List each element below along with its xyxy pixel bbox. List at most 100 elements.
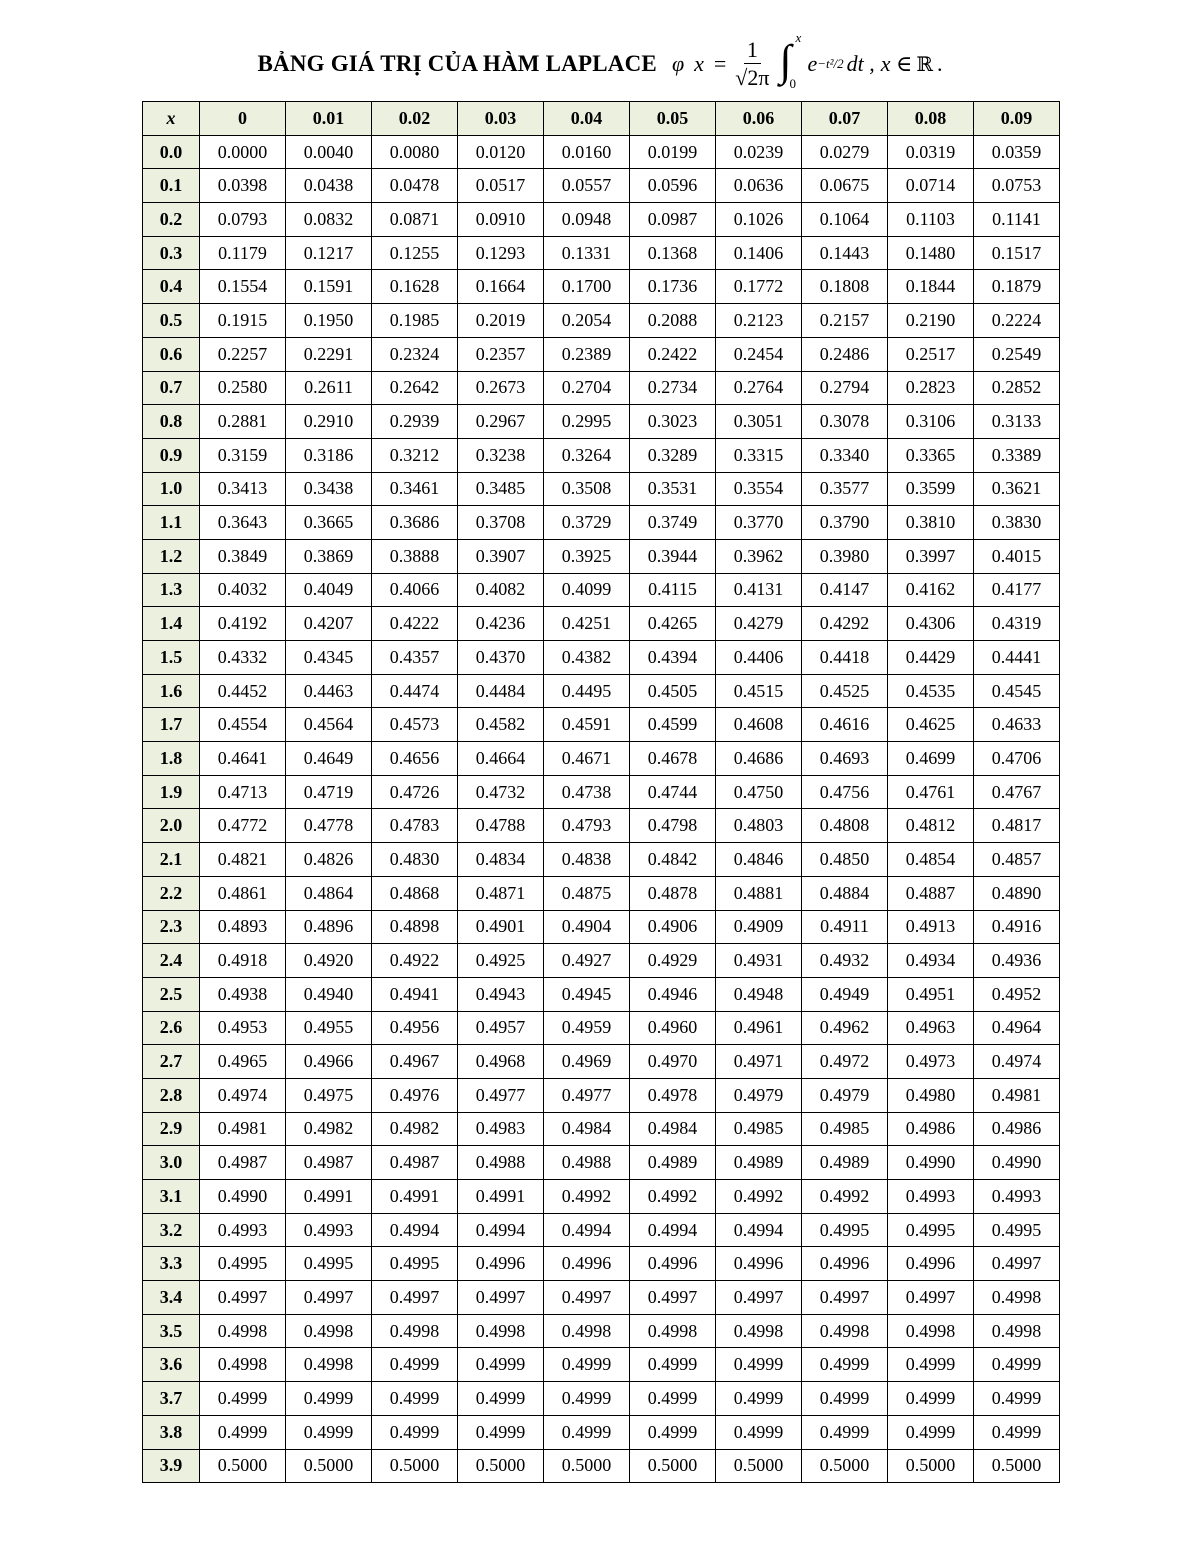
row-header: 1.7 — [142, 707, 200, 743]
table-cell: 0.0040 — [285, 134, 372, 170]
table-cell: 0.2486 — [801, 336, 888, 372]
table-cell: 0.4616 — [801, 707, 888, 743]
table-cell: 0.4573 — [371, 707, 458, 743]
row-header: 2.6 — [142, 1010, 200, 1046]
table-cell: 0.1368 — [629, 235, 716, 271]
reals-symbol: ℝ — [916, 52, 933, 76]
table-cell: 0.1064 — [801, 202, 888, 237]
table-cell: 0.4998 — [887, 1313, 974, 1349]
table-cell: 0.4357 — [371, 640, 458, 675]
table-cell: 0.4968 — [457, 1044, 544, 1079]
table-cell: 0.4625 — [887, 707, 974, 743]
table-cell: 0.4998 — [973, 1313, 1060, 1349]
table-cell: 0.4998 — [973, 1280, 1060, 1315]
table-cell: 0.4941 — [371, 976, 458, 1012]
table-cell: 0.4996 — [887, 1246, 974, 1282]
table-cell: 0.2088 — [629, 303, 716, 338]
table-row: 1.7 0.4554 0.4564 0.4573 0.4582 0.4591 0.4599 0… — [142, 707, 1060, 743]
table-cell: 0.4962 — [801, 1010, 888, 1046]
table-cell: 0.4998 — [285, 1347, 372, 1383]
table-cell: 0.4370 — [457, 640, 544, 675]
table-cell: 0.4864 — [285, 875, 372, 911]
table-cell: 0.3749 — [629, 505, 716, 540]
table-cell: 0.4982 — [285, 1111, 372, 1147]
table-row: 3.8 0.4999 0.4999 0.4999 0.4999 0.4999 0.4999 0… — [142, 1414, 1060, 1450]
table-row: 2.0 0.4772 0.4778 0.4783 0.4788 0.4793 0.4798 0… — [142, 808, 1060, 844]
column-header: 0.03 — [457, 101, 544, 136]
integral-lower-limit: 0 — [789, 76, 796, 91]
formula-equals: = — [713, 51, 727, 76]
table-cell: 0.4982 — [371, 1111, 458, 1147]
row-header: 1.4 — [142, 606, 200, 641]
formula-phi: φ — [671, 51, 685, 76]
table-cell: 0.0000 — [199, 134, 286, 170]
table-cell: 0.0557 — [543, 168, 630, 204]
table-cell: 0.4916 — [973, 909, 1060, 945]
table-row: 3.5 0.4998 0.4998 0.4998 0.4998 0.4998 0.4998 0… — [142, 1313, 1060, 1349]
row-header: 0.3 — [142, 235, 200, 271]
table-cell: 0.2881 — [199, 404, 286, 439]
table-cell: 0.4986 — [973, 1111, 1060, 1147]
table-cell: 0.4988 — [457, 1145, 544, 1180]
table-cell: 0.0160 — [543, 134, 630, 170]
table-row: 3.0 0.4987 0.4987 0.4987 0.4988 0.4988 0.4989 0… — [142, 1145, 1060, 1180]
table-cell: 0.4969 — [543, 1044, 630, 1079]
table-cell: 0.4997 — [801, 1280, 888, 1315]
table-cell: 0.4999 — [285, 1381, 372, 1416]
table-cell: 0.1293 — [457, 235, 544, 271]
table-cell: 0.3365 — [887, 437, 974, 473]
row-header: 3.9 — [142, 1448, 200, 1484]
table-cell: 0.4990 — [199, 1179, 286, 1214]
row-header: 1.5 — [142, 640, 200, 675]
table-cell: 0.0199 — [629, 134, 716, 170]
table-cell: 0.1141 — [973, 202, 1060, 237]
integral-sign: ∫ x 0 — [775, 30, 805, 94]
table-cell: 0.4788 — [457, 808, 544, 844]
table-cell: 0.1443 — [801, 235, 888, 271]
table-cell: 0.4382 — [543, 640, 630, 675]
laplace-formula: φ x = 1 √2π ∫ x 0 e −t²/2 dt , x ∈ ℝ . — [667, 30, 943, 94]
table-cell: 0.4901 — [457, 909, 544, 945]
table-cell: 0.4999 — [887, 1414, 974, 1450]
table-cell: 0.3790 — [801, 505, 888, 540]
table-cell: 0.4633 — [973, 707, 1060, 743]
table-cell: 0.2852 — [973, 370, 1060, 406]
row-header: 1.8 — [142, 741, 200, 776]
table-cell: 0.4474 — [371, 673, 458, 709]
table-cell: 0.4992 — [543, 1179, 630, 1214]
table-row: 2.4 0.4918 0.4920 0.4922 0.4925 0.4927 0.4929 0… — [142, 943, 1060, 978]
table-cell: 0.4987 — [371, 1145, 458, 1180]
table-cell: 0.0871 — [371, 202, 458, 237]
table-cell: 0.0080 — [371, 134, 458, 170]
table-cell: 0.2389 — [543, 336, 630, 372]
table-cell: 0.4995 — [199, 1246, 286, 1282]
table-cell: 0.4495 — [543, 673, 630, 709]
table-cell: 0.2704 — [543, 370, 630, 406]
formula-period: . — [936, 51, 943, 76]
table-cell: 0.0832 — [285, 202, 372, 237]
table-cell: 0.4678 — [629, 741, 716, 776]
table-cell: 0.4989 — [629, 1145, 716, 1180]
table-cell: 0.2967 — [457, 404, 544, 439]
table-row: 1.4 0.4192 0.4207 0.4222 0.4236 0.4251 0.4265 0… — [142, 606, 1060, 641]
table-cell: 0.4997 — [715, 1280, 802, 1315]
table-cell: 0.3106 — [887, 404, 974, 439]
table-cell: 0.5000 — [285, 1448, 372, 1484]
table-cell: 0.4999 — [199, 1414, 286, 1450]
table-cell: 0.4207 — [285, 606, 372, 641]
table-cell: 0.4909 — [715, 909, 802, 945]
formula-denominator: √2π — [735, 64, 770, 90]
table-cell: 0.4693 — [801, 741, 888, 776]
table-cell: 0.4505 — [629, 673, 716, 709]
row-header: 2.4 — [142, 943, 200, 978]
table-cell: 0.4918 — [199, 943, 286, 978]
table-cell: 0.4978 — [629, 1077, 716, 1113]
table-cell: 0.3830 — [973, 505, 1060, 540]
table-cell: 0.4989 — [801, 1145, 888, 1180]
table-cell: 0.4993 — [285, 1212, 372, 1248]
table-cell: 0.1406 — [715, 235, 802, 271]
table-cell: 0.4999 — [629, 1381, 716, 1416]
table-cell: 0.4319 — [973, 606, 1060, 641]
table-cell: 0.4599 — [629, 707, 716, 743]
table-cell: 0.4965 — [199, 1044, 286, 1079]
